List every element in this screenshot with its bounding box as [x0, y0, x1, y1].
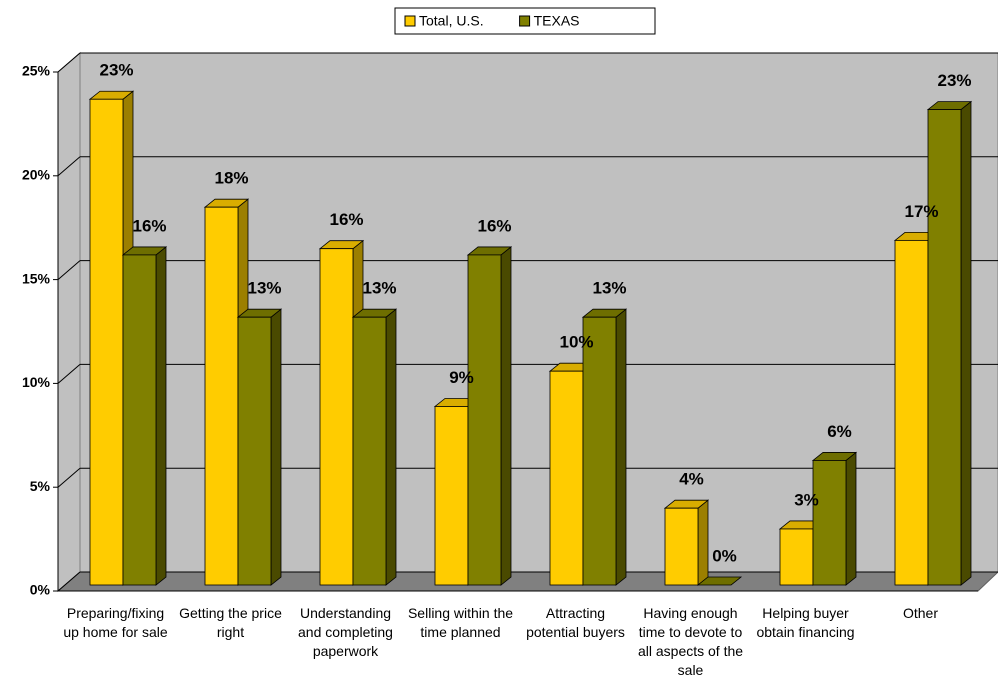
data-label: 16%: [132, 216, 166, 235]
x-tick-label: Helping buyer obtain financing: [756, 605, 855, 640]
bar-side: [845, 451, 857, 586]
x-tick-label: Having enough time to devote to all aspe…: [637, 605, 744, 678]
grid-line: [57, 52, 81, 73]
legend-swatch: [404, 15, 416, 27]
x-tick-label: Attracting potential buyers: [526, 605, 625, 640]
bar: [319, 248, 354, 586]
grid-line: [57, 260, 81, 280]
bar-side: [960, 100, 972, 586]
bar: [927, 109, 962, 586]
data-label: 16%: [329, 210, 363, 229]
grid-line: [57, 156, 81, 177]
bar: [894, 239, 929, 586]
y-tick-label: 5%: [30, 478, 51, 494]
bar-side: [615, 308, 627, 586]
bar: [812, 460, 847, 586]
data-label: 3%: [794, 490, 819, 509]
data-label: 17%: [904, 202, 938, 221]
bar: [204, 206, 239, 586]
legend-label: Total, U.S.: [419, 13, 484, 29]
data-label: 13%: [592, 279, 626, 298]
grid-line: [57, 571, 81, 592]
data-label: 6%: [827, 422, 852, 441]
bar: [779, 528, 814, 586]
bar-side: [500, 246, 512, 586]
x-tick-label: Selling within the time planned: [407, 605, 514, 640]
grid-line: [57, 364, 81, 384]
grid-line: [57, 467, 81, 488]
bar-side: [270, 308, 282, 586]
y-tick-label: 0%: [30, 582, 51, 598]
legend-swatch: [519, 15, 531, 27]
x-tick-label: Preparing/fixing up home for sale: [63, 605, 168, 640]
bar: [89, 98, 124, 586]
data-label: 23%: [937, 71, 971, 90]
bar-top: [696, 576, 743, 586]
bar: [582, 316, 617, 586]
data-label: 13%: [247, 279, 281, 298]
bar: [434, 406, 469, 586]
bar: [122, 254, 157, 586]
bar-side: [155, 246, 167, 586]
x-tick-label: Getting the price right: [179, 605, 282, 640]
bar: [549, 370, 584, 586]
x-tick-label: Understanding and completing paperwork: [298, 605, 393, 659]
data-label: 18%: [214, 169, 248, 188]
bar: [467, 254, 502, 586]
data-label: 23%: [99, 61, 133, 80]
data-label: 16%: [477, 216, 511, 235]
data-label: 0%: [712, 546, 737, 565]
y-tick-label: 20%: [22, 167, 51, 183]
x-tick-label: Other: [902, 605, 938, 621]
floor: [56, 571, 998, 592]
data-label: 9%: [449, 368, 474, 387]
data-label: 10%: [559, 333, 593, 352]
bar-side: [385, 308, 397, 586]
bar-side: [697, 499, 709, 586]
legend-label: TEXAS: [534, 13, 580, 29]
y-tick-label: 10%: [22, 374, 51, 390]
bar: [664, 507, 699, 586]
data-label: 4%: [679, 470, 704, 489]
y-tick-label: 15%: [22, 270, 51, 286]
bar: [237, 316, 272, 586]
y-tick-label: 25%: [22, 63, 51, 79]
bar: [352, 316, 387, 586]
data-label: 13%: [362, 279, 396, 298]
side-wall: [57, 51, 81, 593]
